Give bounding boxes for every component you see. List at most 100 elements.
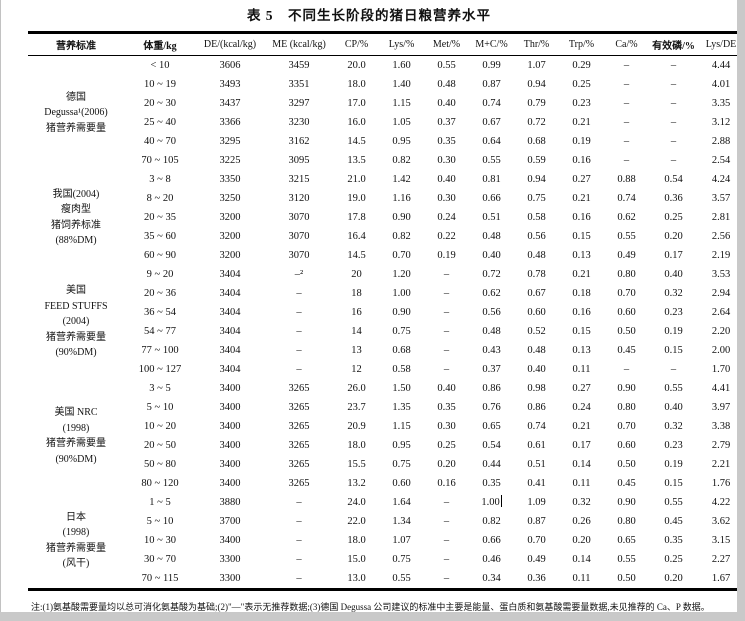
table-cell: 0.49 xyxy=(617,250,636,261)
table-cell: 16 xyxy=(351,307,362,318)
table-cell: 0.15 xyxy=(664,345,683,356)
table-cell: 12 xyxy=(351,364,362,375)
table-cell: 0.44 xyxy=(482,459,501,470)
table-row: 美国 NRC (1998) 猪营养需要量 (90%DM) 3 ~ 5 3400 3265 26… xyxy=(28,379,737,465)
table-cell: 0.30 xyxy=(437,193,456,204)
table-cell: 0.79 xyxy=(527,98,546,109)
table-cell: 1.67 xyxy=(711,573,731,584)
table-cell: 0.16 xyxy=(572,212,591,223)
nutrition-table: 营养标准 体重/kg DE/(kcal/kg) ME (kcal/kg) CP/% Lys… xyxy=(28,31,737,591)
table-cell: 3200 xyxy=(219,212,241,223)
table-cell: 24.0 xyxy=(347,497,366,508)
table-title: 表 5 不同生长阶段的猪日粮营养水平 xyxy=(246,8,492,23)
table-cell: 1.60 xyxy=(392,60,411,71)
table-cell: 3.15 xyxy=(711,535,731,546)
table-cell: 3300 xyxy=(219,554,241,565)
table-cell: 0.70 xyxy=(392,250,411,261)
table-cell: 3265 xyxy=(288,383,310,394)
table-cell: 0.80 xyxy=(617,402,636,413)
table-cell: 0.40 xyxy=(527,364,546,375)
table-cell: 8 ~ 20 xyxy=(146,193,174,204)
table-cell: – xyxy=(296,497,302,508)
table-cell: 0.19 xyxy=(664,326,683,337)
table-cell: 25 ~ 40 xyxy=(144,117,176,128)
table-cell: 0.25 xyxy=(437,440,456,451)
table-cell: 0.60 xyxy=(617,307,636,318)
table-cell: 0.72 xyxy=(527,117,546,128)
table-cell: 3070 xyxy=(288,231,310,242)
table-cell: 0.48 xyxy=(527,345,546,356)
table-cell: 0.48 xyxy=(482,231,501,242)
table-cell: 3.38 xyxy=(711,421,731,432)
table-cell: 0.16 xyxy=(572,155,591,166)
table-cell: 0.16 xyxy=(572,307,591,318)
table-cell: 2.54 xyxy=(711,155,731,166)
group-label-line: (风干) xyxy=(62,558,90,569)
table-cell: 1.42 xyxy=(392,174,411,185)
column-header: ME (kcal/kg) xyxy=(264,32,334,56)
table-cell: – xyxy=(670,60,677,71)
table-cell: – xyxy=(623,117,630,128)
table-cell: 10 ~ 19 xyxy=(144,79,176,90)
table-cell: 0.45 xyxy=(617,478,636,489)
table-cell: 5 ~ 10 xyxy=(146,402,174,413)
table-cell: 0.90 xyxy=(617,383,636,394)
table-cell: 1.34 xyxy=(392,516,411,527)
table-cell: 4.24 xyxy=(711,174,731,185)
table-cell: 35 ~ 60 xyxy=(144,231,176,242)
table-cell: 0.40 xyxy=(664,402,683,413)
table-cell: 3404 xyxy=(219,364,241,375)
table-cell: 0.55 xyxy=(664,383,683,394)
table-cell: 4.44 xyxy=(711,60,731,71)
table-cell: – xyxy=(443,269,450,280)
table-cell: 0.25 xyxy=(572,79,591,90)
table-cell: 18 xyxy=(351,288,362,299)
table-cell: 1.76 xyxy=(711,478,731,489)
table-cell: 13.5 xyxy=(347,155,366,166)
table-cell: – xyxy=(670,155,677,166)
table-cell: 2.00 xyxy=(711,345,731,356)
table-row: 8 ~ 20 3250 3120 19.0 1.16 0.30 0.66 0.75 0.21 0.… xyxy=(28,189,737,208)
column-header: Trp/% xyxy=(559,32,604,56)
table-row: 20 ~ 36 3404 – 18 1.00 – 0.62 0.67 0.18 0.70 0.32 2… xyxy=(28,284,737,303)
group-label-line: (1998) xyxy=(62,422,90,434)
table-cell: – xyxy=(296,573,302,584)
table-cell: 0.17 xyxy=(572,440,591,451)
table-cell: 0.55 xyxy=(664,497,683,508)
table-cell: 70 ~ 105 xyxy=(141,155,179,166)
group-label-line: (1998) xyxy=(62,527,90,538)
table-cell: 0.75 xyxy=(392,326,411,337)
table-cell: 0.55 xyxy=(482,155,501,166)
table-cell: 1.15 xyxy=(392,421,411,432)
table-cell: 0.98 xyxy=(527,383,546,394)
table-cell: 19.0 xyxy=(347,193,366,204)
group-label-line: 猪饲养标准 xyxy=(51,219,101,231)
standard-group-label: 德国 Degussa¹(2006) 猪营养需要量 xyxy=(28,56,124,171)
table-cell: 3400 xyxy=(219,535,241,546)
table-cell: 0.19 xyxy=(572,136,591,147)
table-cell: 0.51 xyxy=(482,212,501,223)
table-cell: – xyxy=(623,79,630,90)
table-cell: 2.79 xyxy=(711,440,731,451)
table-row: 5 ~ 10 3400 3265 23.7 1.35 0.35 0.76 0.86 0.24 0.… xyxy=(28,398,737,417)
table-cell: 2.21 xyxy=(711,459,731,470)
table-cell: 1.07 xyxy=(392,535,411,546)
table-cell: 0.95 xyxy=(392,136,411,147)
table-cell: 0.15 xyxy=(664,478,683,489)
table-cell: – xyxy=(443,364,450,375)
table-cell: 0.11 xyxy=(572,573,591,584)
table-cell: 0.27 xyxy=(572,174,591,185)
group-label-line: 猪营养需要量 xyxy=(46,542,106,554)
table-cell: 0.26 xyxy=(572,516,591,527)
table-cell: 0.21 xyxy=(572,193,591,204)
table-cell: 0.32 xyxy=(664,288,683,299)
standard-group-label: 美国 FEED STUFFS (2004) 猪营养需要量 (90%DM) xyxy=(28,265,124,379)
table-cell: 18.0 xyxy=(347,79,366,90)
table-cell: 0.37 xyxy=(437,117,456,128)
table-cell: 0.82 xyxy=(392,155,411,166)
table-cell: 54 ~ 77 xyxy=(144,326,176,337)
table-cell: 0.74 xyxy=(482,98,501,109)
table-row: 36 ~ 54 3404 – 16 0.90 – 0.56 0.60 0.16 0.60 0.23 2… xyxy=(28,303,737,322)
table-cell: 0.20 xyxy=(437,459,456,470)
table-cell: 3070 xyxy=(288,250,310,261)
